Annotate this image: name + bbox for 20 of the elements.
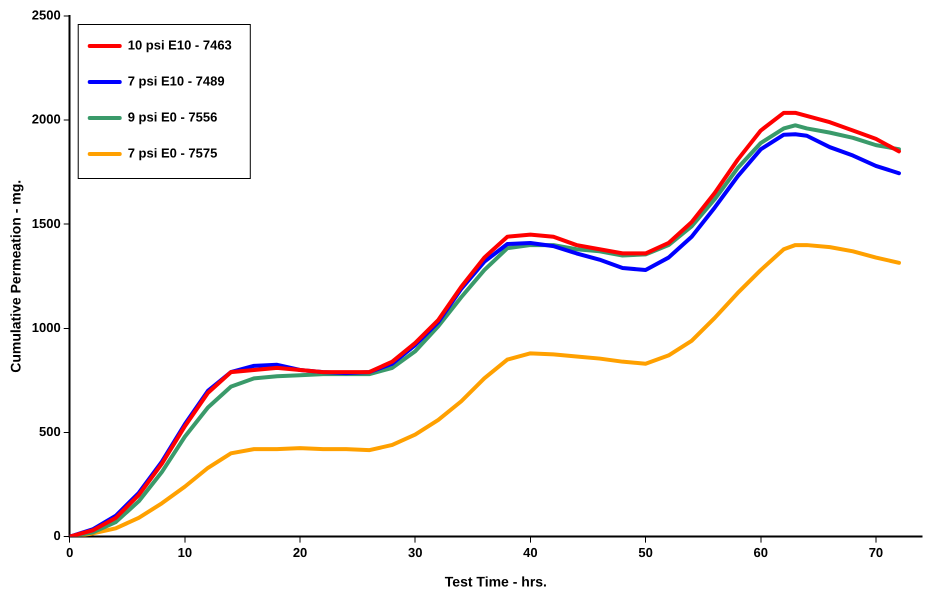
x-tick-label: 20	[292, 544, 308, 560]
y-tick-label: 1500	[32, 216, 61, 231]
x-tick-label: 30	[408, 544, 422, 560]
x-tick-label: 60	[754, 544, 768, 560]
x-tick-label: 70	[868, 544, 884, 560]
y-tick-label: 2000	[32, 112, 61, 127]
x-tick-label: 0	[66, 544, 74, 560]
x-tick-label: 10	[178, 544, 192, 560]
legend-label: 9 psi E0 - 7556	[128, 110, 218, 125]
y-axis-title: Cumulative Permeation - mg.	[7, 180, 24, 373]
y-tick-label: 0	[53, 528, 61, 544]
x-tick-label: 50	[638, 544, 653, 560]
legend-label: 7 psi E10 - 7489	[128, 74, 225, 89]
legend-label: 7 psi E0 - 7575	[128, 146, 218, 161]
x-axis-title: Test Time - hrs.	[444, 573, 547, 590]
x-tick-label: 40	[523, 544, 538, 560]
y-tick-label: 500	[39, 424, 61, 440]
legend-label: 10 psi E10 - 7463	[128, 38, 232, 53]
y-tick-label: 1000	[32, 320, 61, 335]
y-tick-label: 2500	[32, 8, 61, 23]
